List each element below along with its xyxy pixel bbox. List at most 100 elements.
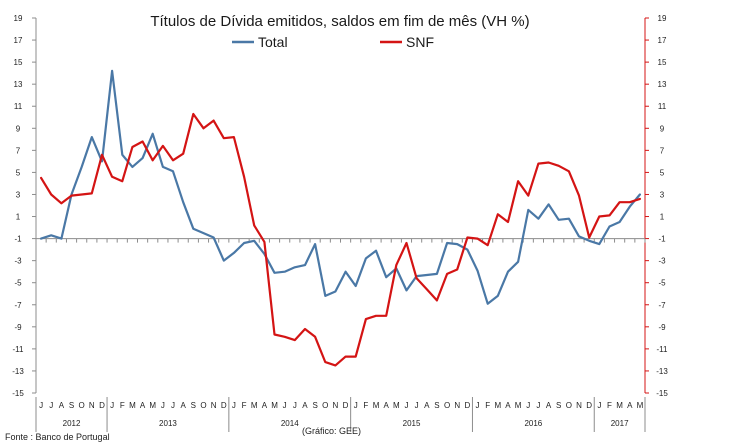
left-tick-label: -7 bbox=[14, 301, 22, 310]
month-label: F bbox=[363, 401, 368, 410]
axes: -15 -15-13 -13-11 -11-9 -9-7 -7-5 -5-3 -3-1 -11 1… bbox=[12, 14, 668, 398]
month-label: J bbox=[415, 401, 419, 410]
chart-title: Títulos de Dívida emitidos, saldos em fi… bbox=[150, 13, 529, 30]
right-tick-label: 1 bbox=[660, 213, 665, 222]
month-label: M bbox=[616, 401, 623, 410]
month-label: F bbox=[120, 401, 125, 410]
right-tick-label: -9 bbox=[658, 323, 666, 332]
left-tick-label: 17 bbox=[14, 36, 23, 45]
left-tick-label: 19 bbox=[14, 14, 23, 23]
month-label: S bbox=[556, 401, 561, 410]
series-line-total bbox=[39, 69, 642, 305]
month-label: M bbox=[393, 401, 400, 410]
month-label: M bbox=[515, 401, 522, 410]
month-label: F bbox=[607, 401, 612, 410]
month-label: J bbox=[39, 401, 43, 410]
month-label: O bbox=[322, 401, 328, 410]
month-label: D bbox=[99, 401, 105, 410]
chart-credit: (Gráfico: GEE) bbox=[302, 426, 361, 436]
month-label: N bbox=[454, 401, 460, 410]
month-label: J bbox=[110, 401, 114, 410]
month-label: O bbox=[200, 401, 206, 410]
series-lines bbox=[39, 69, 642, 367]
month-label: A bbox=[424, 401, 430, 410]
month-label: A bbox=[262, 401, 268, 410]
month-label: O bbox=[79, 401, 85, 410]
month-label: S bbox=[69, 401, 74, 410]
year-label: 2013 bbox=[159, 419, 177, 428]
month-label: M bbox=[271, 401, 278, 410]
left-tick-label: 15 bbox=[14, 58, 23, 67]
year-label: 2016 bbox=[524, 419, 542, 428]
month-label: A bbox=[181, 401, 187, 410]
left-tick-label: -13 bbox=[12, 367, 24, 376]
right-tick-label: 9 bbox=[660, 124, 665, 133]
left-tick-label: -9 bbox=[14, 323, 22, 332]
year-label: 2017 bbox=[611, 419, 629, 428]
month-label: A bbox=[140, 401, 146, 410]
right-tick-label: 19 bbox=[658, 14, 667, 23]
month-label: A bbox=[505, 401, 511, 410]
right-tick-label: 17 bbox=[658, 36, 667, 45]
month-label: J bbox=[49, 401, 53, 410]
left-tick-label: 13 bbox=[14, 80, 23, 89]
month-label: M bbox=[637, 401, 644, 410]
left-tick-label: 5 bbox=[16, 168, 21, 177]
legend-label-snf: SNF bbox=[406, 34, 434, 50]
month-label: A bbox=[546, 401, 552, 410]
month-label: D bbox=[343, 401, 349, 410]
month-label: J bbox=[161, 401, 165, 410]
left-tick-label: 11 bbox=[14, 102, 23, 111]
month-label: N bbox=[211, 401, 217, 410]
month-label: D bbox=[586, 401, 592, 410]
month-label: N bbox=[576, 401, 582, 410]
month-label: J bbox=[597, 401, 601, 410]
month-label: J bbox=[476, 401, 480, 410]
month-label: D bbox=[464, 401, 470, 410]
year-label: 2014 bbox=[281, 419, 299, 428]
right-tick-label: 11 bbox=[658, 102, 667, 111]
month-label: M bbox=[251, 401, 258, 410]
month-label: M bbox=[149, 401, 156, 410]
right-tick-label: 7 bbox=[660, 146, 665, 155]
month-label: F bbox=[242, 401, 247, 410]
left-tick-label: -5 bbox=[14, 279, 22, 288]
month-label: M bbox=[129, 401, 136, 410]
legend: Total SNF bbox=[232, 34, 434, 50]
year-label: 2012 bbox=[63, 419, 81, 428]
source-note: Fonte : Banco de Portugal bbox=[5, 432, 110, 442]
month-label: J bbox=[354, 401, 358, 410]
month-label: J bbox=[526, 401, 530, 410]
year-label: 2015 bbox=[403, 419, 421, 428]
right-tick-label: -5 bbox=[658, 279, 666, 288]
left-tick-label: 9 bbox=[16, 124, 21, 133]
month-label: S bbox=[434, 401, 439, 410]
legend-label-total: Total bbox=[258, 34, 288, 50]
month-label: J bbox=[232, 401, 236, 410]
left-tick-label: -3 bbox=[14, 257, 22, 266]
right-tick-label: -13 bbox=[656, 367, 668, 376]
month-label: M bbox=[494, 401, 501, 410]
month-label: S bbox=[312, 401, 317, 410]
right-tick-label: -3 bbox=[658, 257, 666, 266]
month-label: O bbox=[566, 401, 572, 410]
month-label: M bbox=[373, 401, 380, 410]
month-label: O bbox=[444, 401, 450, 410]
left-tick-label: -15 bbox=[12, 389, 24, 398]
month-label: N bbox=[333, 401, 339, 410]
right-tick-label: 13 bbox=[658, 80, 667, 89]
left-tick-label: -1 bbox=[14, 235, 22, 244]
month-label: J bbox=[536, 401, 540, 410]
month-label: A bbox=[384, 401, 390, 410]
left-tick-label: 1 bbox=[16, 213, 21, 222]
month-label: J bbox=[293, 401, 297, 410]
left-tick-label: 7 bbox=[16, 146, 21, 155]
month-label: J bbox=[404, 401, 408, 410]
right-tick-label: 5 bbox=[660, 168, 665, 177]
right-tick-label: -15 bbox=[656, 389, 668, 398]
right-tick-label: 15 bbox=[658, 58, 667, 67]
month-label: A bbox=[302, 401, 308, 410]
month-label: F bbox=[485, 401, 490, 410]
